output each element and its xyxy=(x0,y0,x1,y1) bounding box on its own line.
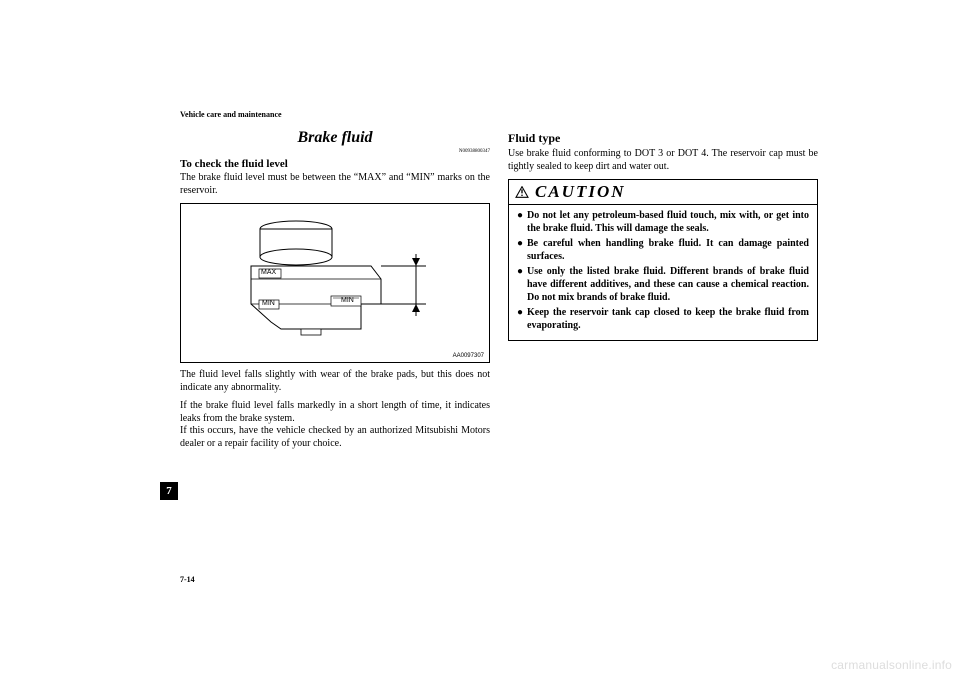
warning-triangle-icon xyxy=(515,186,529,198)
wear-note: The fluid level falls slightly with wear… xyxy=(180,369,490,394)
caution-header: CAUTION xyxy=(509,180,817,205)
caution-text: Do not let any petroleum-based fluid tou… xyxy=(527,209,809,235)
manual-page: Vehicle care and maintenance Brake fluid… xyxy=(180,110,820,456)
figure-max-label: MAX xyxy=(261,269,276,276)
dealer-note: If this occurs, have the vehicle checked… xyxy=(180,425,490,450)
watermark: carmanualsonline.info xyxy=(831,658,952,672)
figure-min-right-label: MIN xyxy=(341,297,354,304)
caution-item: ● Use only the listed brake fluid. Diffe… xyxy=(517,265,809,304)
reservoir-figure: MAX MIN MIN AA0097307 xyxy=(180,203,490,363)
caution-item: ● Be careful when handling brake fluid. … xyxy=(517,237,809,263)
running-head: Vehicle care and maintenance xyxy=(180,110,820,119)
left-column: Brake fluid N00938800347 To check the fl… xyxy=(180,129,490,456)
caution-text: Be careful when handling brake fluid. It… xyxy=(527,237,809,263)
right-column: Fluid type Use brake fluid conforming to… xyxy=(508,129,818,456)
check-level-body: The brake fluid level must be between th… xyxy=(180,172,490,197)
caution-title: CAUTION xyxy=(535,182,626,202)
subheading-check-level: To check the fluid level xyxy=(180,158,490,170)
bullet-icon: ● xyxy=(517,209,527,235)
figure-id: AA0097307 xyxy=(453,353,484,359)
caution-text: Keep the reservoir tank cap closed to ke… xyxy=(527,306,809,332)
fluid-type-body: Use brake fluid conforming to DOT 3 or D… xyxy=(508,148,818,173)
fluid-type-heading: Fluid type xyxy=(508,131,818,146)
caution-body: ● Do not let any petroleum-based fluid t… xyxy=(509,205,817,340)
bullet-icon: ● xyxy=(517,306,527,332)
caution-item: ● Keep the reservoir tank cap closed to … xyxy=(517,306,809,332)
caution-item: ● Do not let any petroleum-based fluid t… xyxy=(517,209,809,235)
topic-title: Brake fluid xyxy=(180,129,490,147)
two-column-layout: Brake fluid N00938800347 To check the fl… xyxy=(180,129,820,456)
leak-note: If the brake fluid level falls markedly … xyxy=(180,400,490,425)
caution-box: CAUTION ● Do not let any petroleum-based… xyxy=(508,179,818,341)
section-tab: 7 xyxy=(160,482,178,500)
bullet-icon: ● xyxy=(517,265,527,304)
bullet-icon: ● xyxy=(517,237,527,263)
page-number: 7-14 xyxy=(180,575,195,584)
caution-text: Use only the listed brake fluid. Differe… xyxy=(527,265,809,304)
document-id: N00938800347 xyxy=(180,149,490,154)
figure-min-left-label: MIN xyxy=(262,300,275,307)
